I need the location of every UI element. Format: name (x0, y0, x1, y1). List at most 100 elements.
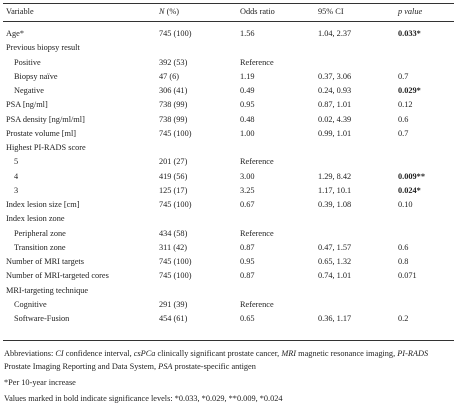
table-cell: 0.024* (398, 185, 421, 195)
table-cell: 306 (41) (159, 86, 188, 95)
header-text: (%) (166, 7, 180, 16)
table-cell: 0.87 (240, 242, 255, 252)
header-cell: Odds ratio (240, 7, 275, 16)
table-cell: 0.49 (240, 86, 255, 95)
header-rule (3, 21, 454, 22)
table-cell: 311 (42) (159, 242, 188, 252)
table-cell: Reference (240, 228, 274, 238)
table-cell: 0.65, 1.32 (318, 257, 352, 266)
abbreviations-label: Abbreviations: (4, 349, 54, 358)
row-label: Index lesion size [cm] (6, 200, 80, 209)
table-cell: 0.95 (240, 100, 255, 110)
row-label: Age* (6, 29, 24, 38)
row-label: MRI-targeting technique (6, 285, 89, 295)
definition: magnetic resonance imaging, (298, 349, 396, 358)
table-cell: 0.6 (398, 114, 409, 124)
table-cell: 0.99, 1.01 (318, 128, 352, 138)
table-cell: 0.37, 3.06 (318, 71, 352, 81)
table-cell: 745 (100) (159, 128, 192, 138)
row-label: Number of MRI targets (6, 257, 84, 266)
table-cell: 0.6 (398, 242, 409, 252)
table-cell: 0.74, 1.01 (318, 271, 352, 281)
abbreviations: Abbreviations: CI confidence interval, c… (4, 347, 452, 373)
row-label: Number of MRI-targeted cores (6, 271, 109, 281)
header-cell: Variable (6, 7, 34, 16)
table-cell: 0.7 (398, 71, 409, 81)
table-cell: 0.48 (240, 114, 255, 124)
table-cell: Reference (240, 157, 274, 167)
table-cell: 0.071 (398, 271, 417, 281)
table-cell: Reference (240, 57, 274, 67)
top-rule (3, 3, 454, 4)
row-label: Positive (14, 57, 41, 67)
footnote: Values marked in bold indicate significa… (4, 394, 283, 403)
table-cell: 3.25 (240, 185, 255, 195)
header-text: N (159, 7, 165, 16)
abbreviation: PSA (158, 362, 173, 371)
table-cell: 0.47, 1.57 (318, 242, 352, 252)
row-label: 4 (14, 171, 19, 181)
table-cell: 419 (56) (159, 171, 188, 181)
table-cell: 0.8 (398, 257, 409, 266)
footnote: *Per 10-year increase (4, 378, 76, 387)
table-cell: 392 (53) (159, 57, 188, 67)
abbreviation: MRI (281, 349, 297, 358)
table-cell: 201 (27) (159, 157, 188, 167)
row-label: Highest PI-RADS score (6, 143, 86, 152)
row-label: Peripheral zone (14, 228, 66, 238)
definition: Prostate Imaging Reporting and Data Syst… (4, 362, 157, 371)
table-cell: 0.02, 4.39 (318, 114, 352, 124)
table-cell: 738 (99) (159, 114, 188, 124)
table-cell: 745 (100) (159, 200, 192, 209)
abbreviation: csPCa (133, 349, 156, 358)
table-cell: 0.7 (398, 128, 409, 138)
table-cell: 745 (100) (159, 29, 192, 38)
table-cell: 0.39, 1.08 (318, 200, 352, 209)
header-cell: p value (398, 7, 423, 16)
table-cell: 434 (58) (159, 228, 188, 238)
table-cell: 0.24, 0.93 (318, 86, 352, 95)
table-cell: 0.87 (240, 271, 255, 281)
definition: prostate-specific antigen (174, 362, 256, 371)
row-label: 5 (14, 157, 19, 167)
table-cell: 1.56 (240, 29, 255, 38)
header-cell: 95% CI (318, 7, 344, 16)
row-label: Prostate volume [ml] (6, 128, 77, 138)
table-cell: Reference (240, 299, 274, 309)
row-label: Previous biopsy result (6, 43, 80, 53)
table-cell: 1.19 (240, 71, 255, 81)
header-cell: N (%) (159, 7, 179, 17)
abbreviation: CI (55, 349, 64, 358)
row-label: PSA density [ng/ml/ml] (6, 114, 85, 124)
table-cell: 745 (100) (159, 271, 192, 281)
table-cell: 738 (99) (159, 100, 188, 110)
table-cell: 0.009** (398, 171, 425, 181)
definition: clinically significant prostate cancer, (157, 349, 280, 358)
table-cell: 0.87, 1.01 (318, 100, 352, 110)
table-cell: 0.2 (398, 314, 409, 323)
row-label: Cognitive (14, 299, 47, 309)
row-label: Negative (14, 86, 44, 95)
table-cell: 745 (100) (159, 257, 192, 266)
table-cell: 1.29, 8.42 (318, 171, 352, 181)
table-cell: 1.04, 2.37 (318, 29, 352, 38)
row-label: Index lesion zone (6, 214, 65, 224)
table-cell: 0.67 (240, 200, 255, 209)
table-cell: 1.00 (240, 128, 255, 138)
table-cell: 125 (17) (159, 185, 188, 195)
table-cell: 0.95 (240, 257, 255, 266)
table-cell: 0.029* (398, 86, 421, 95)
row-label: Biopsy naïve (14, 71, 58, 81)
row-label: PSA [ng/ml] (6, 100, 48, 110)
abbreviation: PI-RADS (397, 349, 429, 358)
table-cell: 47 (6) (159, 71, 180, 81)
table-cell: 1.17, 10.1 (318, 185, 352, 195)
table-cell: 3.00 (240, 171, 255, 181)
table-cell: 0.12 (398, 100, 413, 110)
row-label: Software-Fusion (14, 314, 70, 323)
table-cell: 291 (39) (159, 299, 188, 309)
row-label: Transition zone (14, 242, 66, 252)
footnotes: Abbreviations: CI confidence interval, c… (4, 347, 452, 407)
table-cell: 0.033* (398, 29, 421, 38)
